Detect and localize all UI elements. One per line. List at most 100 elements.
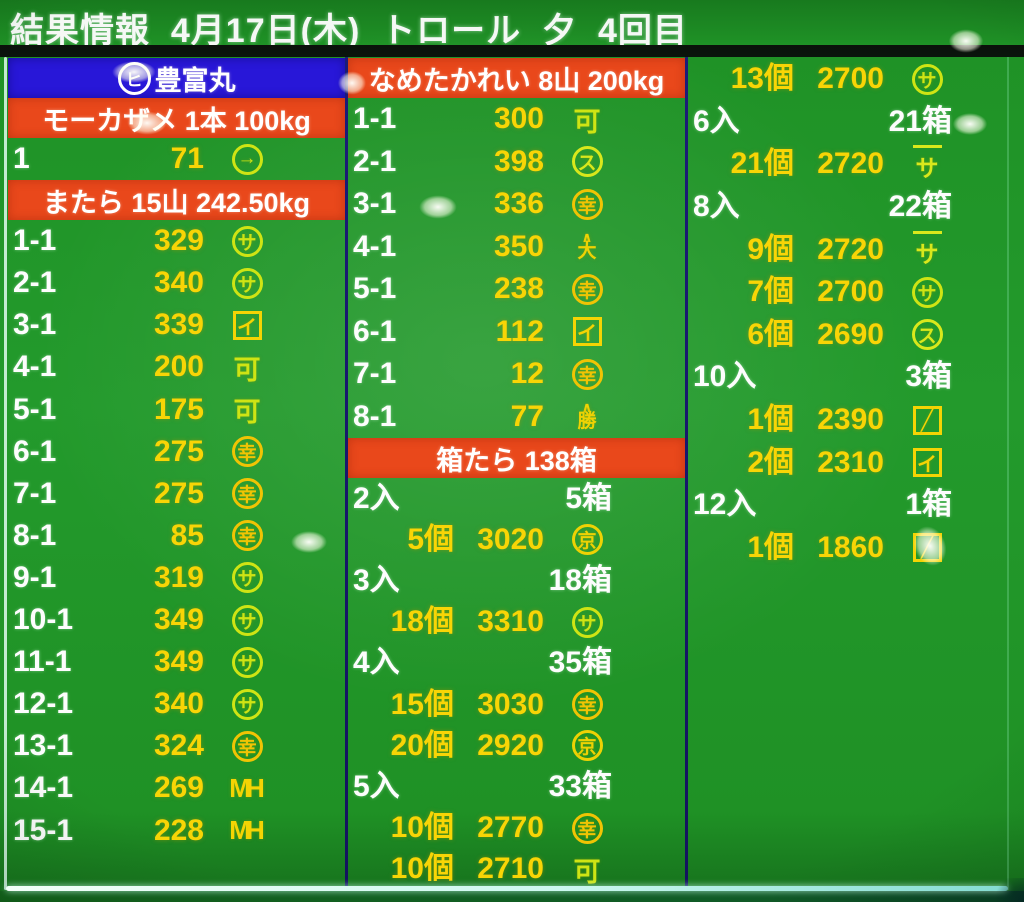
- lot-row: 6-1 275 幸: [8, 431, 345, 473]
- unit-price: 3030: [477, 687, 544, 721]
- column-separator-1: [345, 57, 348, 890]
- pack-row: 6入 21箱: [688, 101, 1010, 144]
- price-row: 6個 2690 ス: [688, 314, 1010, 357]
- lot-row: 15-1 228 MH: [8, 810, 345, 852]
- buyer-mark-slot: ╱: [897, 399, 957, 442]
- circle-kyou-mark-icon: 京: [571, 524, 603, 556]
- circle-su-mark-icon: ス: [571, 146, 603, 178]
- buyer-mark-slot: サ: [897, 271, 957, 314]
- species-header-label: なめたかれい 8山 200kg: [368, 65, 665, 96]
- unit-price: 2390: [817, 403, 884, 437]
- species-header-label: 箱たら 138箱: [436, 445, 597, 476]
- pack-row: 3入 18箱: [348, 560, 685, 601]
- buyer-mark-slot: 可: [557, 98, 617, 141]
- header-divider: [0, 45, 1024, 57]
- price-row: 20個 2920 京: [348, 725, 685, 766]
- lot-row: 2-1 340 サ: [8, 262, 345, 304]
- price-row: 10個 2710 可: [348, 849, 685, 890]
- circle-kou-mark-icon: 幸: [571, 358, 603, 390]
- species-header: 箱たら 138箱: [348, 438, 685, 478]
- buyer-mark-slot: イ: [897, 441, 957, 484]
- lot-row: 7-1 12 幸: [348, 353, 685, 396]
- lot-price: 398: [493, 144, 544, 178]
- buyer-mark-slot: 幸: [217, 473, 277, 515]
- buyer-mark-slot: 幸: [557, 684, 617, 725]
- circle-kou-mark-icon: 幸: [231, 478, 263, 510]
- price-row: 1個 1860 ╱: [688, 527, 1010, 570]
- lot-price: 77: [510, 399, 544, 433]
- circle-kou-mark-icon: 幸: [231, 436, 263, 468]
- lot-price: 349: [153, 603, 204, 637]
- lot-row: 3-1 339 イ: [8, 304, 345, 346]
- lot-row: 12-1 340 サ: [8, 683, 345, 725]
- unit-price: 2720: [817, 147, 884, 181]
- pack-box-count: 35箱: [548, 646, 612, 680]
- circle-sa-mark-icon: サ: [571, 606, 603, 638]
- buyer-mark-slot: 京: [557, 725, 617, 766]
- unit-price: 3020: [477, 522, 544, 556]
- price-row: 5個 3020 京: [348, 519, 685, 560]
- lot-row: 1 71 →: [8, 138, 345, 180]
- buyer-mark-slot: MH: [217, 810, 277, 852]
- buyer-mark-slot: サ: [897, 143, 957, 186]
- unit-price: 3310: [477, 605, 544, 639]
- buyer-mark-slot: MH: [217, 767, 277, 809]
- lot-price: 336: [493, 187, 544, 221]
- box-i-mark-icon: イ: [912, 448, 942, 478]
- pack-box-count: 3箱: [905, 360, 952, 394]
- lot-row: 13-1 324 幸: [8, 725, 345, 767]
- lot-price: 275: [153, 434, 204, 468]
- buyer-mark-slot: サ: [217, 599, 277, 641]
- circle-kou-mark-icon: 幸: [231, 520, 263, 552]
- circle-sa-mark-icon: サ: [231, 688, 263, 720]
- unit-price: 2710: [477, 852, 544, 886]
- pack-box-count: 21箱: [888, 104, 952, 138]
- lot-price: 340: [153, 687, 204, 721]
- lot-row: 9-1 319 サ: [8, 557, 345, 599]
- lot-price: 329: [153, 224, 204, 258]
- circle-kou-mark-icon: 幸: [571, 812, 603, 844]
- price-row: 21個 2720 サ: [688, 143, 1010, 186]
- lot-row: 3-1 336 幸: [348, 183, 685, 226]
- lot-price: 228: [153, 813, 204, 847]
- lot-row: 5-1 175 可: [8, 389, 345, 431]
- circle-kou-mark-icon: 幸: [231, 730, 263, 762]
- price-row: 10個 2770 幸: [348, 808, 685, 849]
- column-separator-2: [685, 57, 688, 890]
- buyer-mark-slot: 可: [217, 346, 277, 388]
- lot-price: 350: [493, 229, 544, 263]
- buyer-mark-slot: サ: [557, 602, 617, 643]
- vessel-header: ヒ豊富丸: [8, 58, 345, 98]
- lot-row: 5-1 238 幸: [348, 268, 685, 311]
- column-3: 13個 2700 サ 6入 21箱 21個 2720 サ 8入 22箱 9個 2720 サ 7個 2700 サ…: [688, 57, 1010, 890]
- lot-row: 1-1 300 可: [348, 98, 685, 141]
- price-row: 15個 3030 幸: [348, 684, 685, 725]
- lot-row: 8-1 77 ∧ 勝: [348, 396, 685, 439]
- lot-price: 238: [493, 272, 544, 306]
- lot-row: 7-1 275 幸: [8, 473, 345, 515]
- kane-ka-mark-icon: 可: [573, 856, 601, 887]
- vessel-name: 豊富丸: [154, 65, 236, 96]
- yama-katsu-mark-icon: ∧ 勝: [577, 399, 597, 433]
- pack-row: 5入 33箱: [348, 766, 685, 807]
- buyer-mark-slot: 可: [557, 849, 617, 890]
- buyer-mark-slot: サ: [217, 557, 277, 599]
- pack-row: 4入 35箱: [348, 643, 685, 684]
- lot-price: 319: [153, 560, 204, 594]
- vessel-circle-hi-icon: ヒ: [117, 61, 151, 95]
- mh-mark-icon: MH: [229, 772, 265, 803]
- circle-sa-mark-icon: サ: [231, 267, 263, 299]
- box-slash-mark-icon: ╱: [912, 405, 942, 435]
- circle-arrow-mark-icon: →: [231, 143, 263, 175]
- buyer-mark-slot: サ: [897, 228, 957, 271]
- circle-sa-mark-icon: サ: [231, 604, 263, 636]
- lot-row: 1-1 329 サ: [8, 220, 345, 262]
- mh-mark-icon: MH: [229, 815, 265, 846]
- pack-box-count: 1箱: [905, 488, 952, 522]
- lot-price: 85: [170, 518, 204, 552]
- buyer-mark-slot: サ: [217, 641, 277, 683]
- lot-price: 269: [153, 771, 204, 805]
- pack-box-count: 18箱: [548, 563, 612, 597]
- lot-price: 300: [493, 102, 544, 136]
